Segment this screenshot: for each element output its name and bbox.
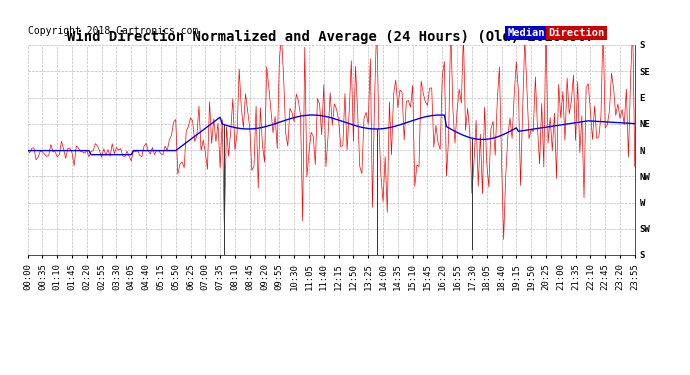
Text: Direction: Direction [549,28,605,38]
Text: Copyright 2018 Cartronics.com: Copyright 2018 Cartronics.com [28,26,198,36]
Title: Wind Direction Normalized and Average (24 Hours) (Old) 20180907: Wind Direction Normalized and Average (2… [68,30,595,44]
Text: Median: Median [507,28,544,38]
